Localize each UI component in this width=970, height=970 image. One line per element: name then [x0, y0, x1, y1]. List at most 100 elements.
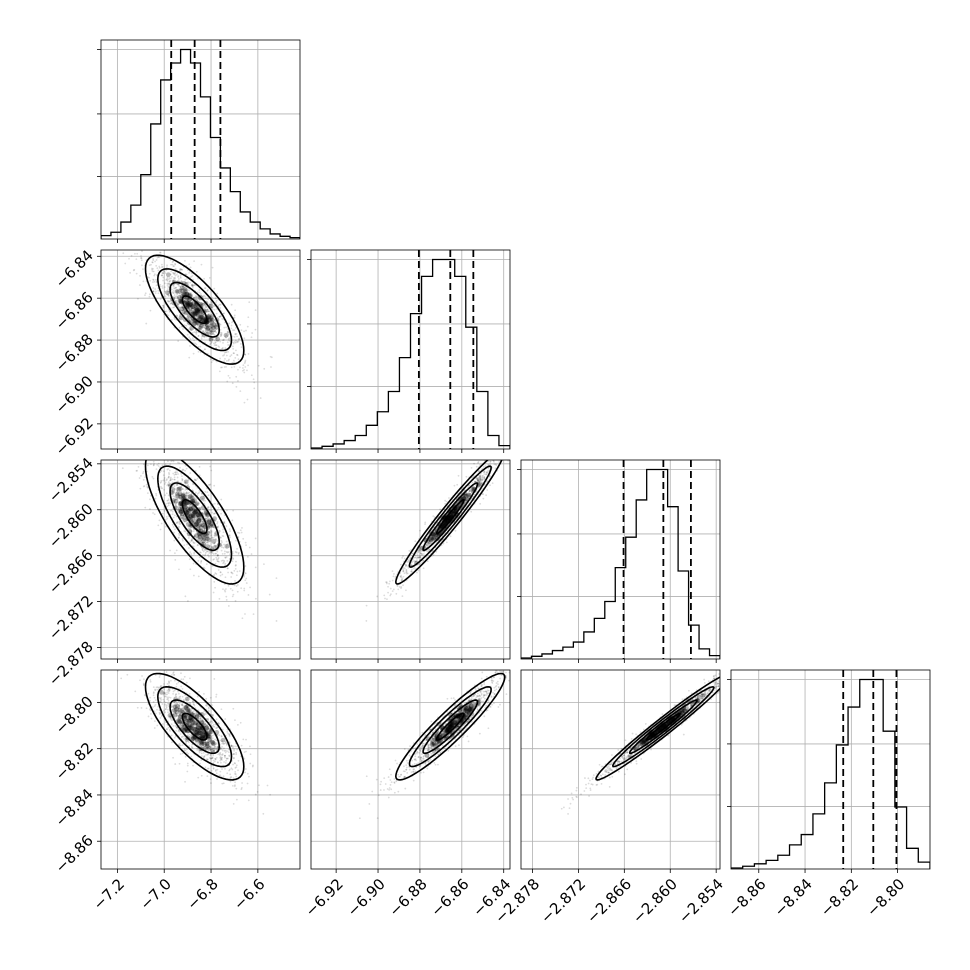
- sample-point: [144, 476, 146, 479]
- sample-point: [214, 344, 217, 347]
- sample-point: [179, 268, 182, 271]
- sample-point: [178, 511, 181, 513]
- sample-point: [145, 483, 148, 486]
- sample-point: [159, 285, 162, 288]
- sample-point: [189, 337, 192, 340]
- sample-point: [224, 564, 226, 567]
- sample-point: [275, 620, 278, 622]
- sample-point: [525, 436, 527, 438]
- sample-point: [178, 522, 181, 525]
- sample-point: [194, 469, 197, 472]
- sample-point: [404, 565, 407, 568]
- sample-point: [218, 529, 221, 532]
- contour-line: [156, 268, 233, 352]
- sample-point: [218, 315, 221, 318]
- sample-point: [201, 296, 204, 298]
- sample-point: [420, 552, 423, 555]
- sample-point: [440, 531, 443, 534]
- sample-point: [212, 714, 214, 717]
- sample-point: [217, 753, 220, 756]
- sample-point: [201, 711, 203, 714]
- sample-point: [452, 511, 455, 514]
- sample-point: [226, 772, 229, 775]
- sample-point: [165, 278, 167, 281]
- sample-point: [176, 498, 179, 500]
- sample-point: [169, 479, 172, 481]
- sample-point: [178, 696, 181, 699]
- sample-point: [190, 299, 193, 302]
- sample-point: [198, 474, 201, 477]
- sample-point: [142, 470, 145, 473]
- sample-point: [391, 590, 394, 592]
- sample-point: [199, 730, 202, 732]
- sample-point: [197, 516, 200, 519]
- sample-point: [413, 566, 416, 568]
- sample-point: [175, 693, 178, 696]
- sample-point: [177, 284, 180, 287]
- sample-point: [199, 506, 201, 509]
- sample-point: [189, 498, 192, 501]
- sample-point: [200, 524, 203, 527]
- sample-point: [470, 466, 473, 469]
- sample-point: [158, 713, 161, 716]
- sample-point: [181, 494, 184, 496]
- sample-point: [476, 478, 479, 481]
- sample-point: [206, 740, 209, 743]
- sample-point: [167, 481, 170, 483]
- sample-point: [184, 780, 186, 783]
- sample-point: [188, 514, 191, 517]
- sample-point: [144, 294, 146, 297]
- sample-point: [169, 549, 171, 552]
- sample-point: [170, 263, 172, 266]
- sample-point: [196, 502, 199, 505]
- sample-point: [185, 278, 188, 280]
- sample-point: [228, 748, 230, 751]
- sample-point: [213, 534, 216, 537]
- sample-point: [185, 511, 188, 514]
- sample-point: [190, 723, 193, 726]
- sample-point: [407, 566, 410, 569]
- sample-point: [148, 708, 151, 711]
- sample-point: [209, 339, 212, 342]
- sample-point: [480, 482, 483, 485]
- sample-point: [217, 345, 220, 348]
- sample-point: [241, 367, 244, 369]
- sample-point: [200, 562, 202, 564]
- sample-point: [190, 530, 193, 533]
- sample-point: [199, 528, 202, 531]
- sample-point: [458, 499, 461, 502]
- sample-point: [200, 492, 203, 495]
- sample-point: [163, 270, 166, 273]
- sample-point: [190, 516, 193, 519]
- sample-point: [231, 745, 234, 748]
- sample-point: [168, 280, 171, 283]
- sample-point: [172, 277, 175, 279]
- sample-point: [246, 369, 248, 372]
- sample-point: [219, 333, 222, 336]
- sample-point: [425, 550, 428, 553]
- sample-point: [201, 326, 203, 328]
- sample-point: [189, 717, 192, 720]
- sample-point: [186, 303, 189, 306]
- sample-point: [446, 519, 448, 522]
- sample-point: [211, 720, 214, 723]
- sample-point: [416, 552, 418, 554]
- density-core-point: [187, 301, 192, 307]
- panel-2-1: [310, 436, 527, 663]
- sample-point: [230, 576, 233, 578]
- sample-point: [445, 541, 448, 544]
- sample-point: [177, 720, 180, 723]
- sample-point: [192, 319, 194, 322]
- sample-point: [232, 753, 235, 755]
- sample-point: [227, 330, 230, 333]
- sample-point: [244, 353, 247, 356]
- sample-point: [193, 522, 196, 524]
- sample-point: [224, 755, 226, 757]
- sample-point: [152, 444, 154, 446]
- sample-point: [209, 739, 212, 742]
- sample-point: [166, 264, 168, 267]
- sample-point: [177, 442, 179, 444]
- sample-point: [419, 556, 422, 559]
- sample-point: [122, 252, 125, 255]
- sample-point: [474, 480, 476, 483]
